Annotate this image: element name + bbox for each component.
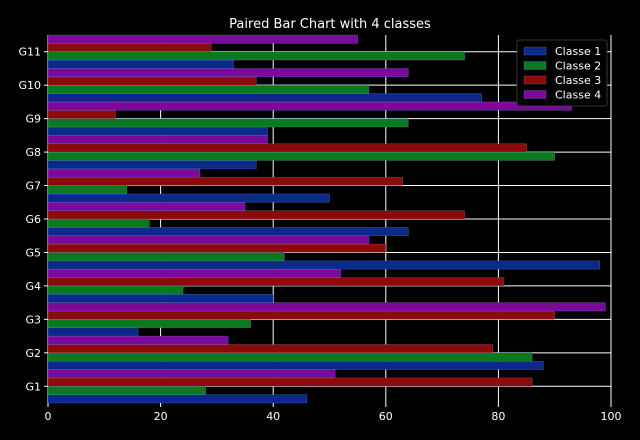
y-tick-label: G5 (25, 246, 41, 259)
legend-swatch (523, 75, 547, 85)
bar-g2-classe-3 (47, 344, 494, 354)
bar-g1-classe-3 (47, 377, 533, 387)
bar-g8-classe-2 (47, 151, 556, 161)
bar-g7-classe-1 (47, 193, 330, 203)
y-tick-label: G7 (25, 180, 41, 193)
bar-g2-classe-2 (47, 352, 533, 362)
bar-g5-classe-2 (47, 252, 285, 262)
bar-g8-classe-3 (47, 143, 527, 153)
legend-label: Classe 1 (555, 45, 601, 58)
y-axis-ticks: G1 G2 G3 G4 G5 G6 G7 G8 G9 G10 G11 (18, 46, 48, 393)
y-tick-label: G1 (25, 380, 41, 393)
y-tick-label: G6 (25, 213, 41, 226)
bar-g8-classe-1 (47, 160, 257, 170)
bar-g3-classe-1 (47, 327, 139, 337)
bar-g11-classe-2 (47, 51, 465, 61)
bars (47, 34, 606, 404)
y-tick-label: G3 (25, 313, 41, 326)
x-tick-label: 80 (491, 410, 505, 423)
bar-g3-classe-4 (47, 302, 606, 312)
bar-g4-classe-3 (47, 277, 505, 287)
legend-swatch (523, 46, 547, 56)
legend-swatch (523, 61, 547, 70)
y-tick-label: G2 (25, 347, 41, 360)
bar-g11-classe-3 (47, 43, 212, 53)
y-tick-label: G11 (18, 46, 41, 59)
bar-g1-classe-4 (47, 369, 336, 379)
bar-g9-classe-3 (47, 109, 116, 119)
bar-g4-classe-1 (47, 293, 274, 303)
bar-g2-classe-4 (47, 335, 229, 345)
bar-g10-classe-3 (47, 76, 257, 86)
bar-g10-classe-2 (47, 84, 370, 94)
bar-g9-classe-4 (47, 101, 572, 111)
bar-g7-classe-3 (47, 176, 403, 186)
bar-g6-classe-1 (47, 227, 409, 237)
bar-g1-classe-1 (47, 394, 308, 404)
x-tick-label: 40 (266, 410, 280, 423)
bar-g7-classe-2 (47, 185, 128, 195)
y-tick-label: G9 (25, 113, 41, 126)
legend-label: Classe 2 (555, 60, 601, 73)
x-tick-label: 100 (601, 410, 622, 423)
bar-g11-classe-1 (47, 59, 235, 69)
bar-g2-classe-1 (47, 360, 544, 370)
x-tick-label: 60 (379, 410, 393, 423)
bar-g10-classe-1 (47, 93, 482, 103)
x-axis-ticks: 0 20 40 60 80 100 (45, 403, 622, 423)
bar-g1-classe-2 (47, 385, 206, 395)
bar-g6-classe-2 (47, 218, 150, 228)
legend-swatch (523, 90, 547, 99)
y-tick-label: G8 (25, 146, 41, 159)
bar-g4-classe-2 (47, 285, 184, 295)
bar-g11-classe-4 (47, 34, 358, 44)
bar-g8-classe-4 (47, 135, 268, 145)
y-tick-label: G4 (25, 280, 41, 293)
bar-g6-classe-4 (47, 201, 246, 211)
bar-g4-classe-4 (47, 268, 342, 278)
bar-g5-classe-1 (47, 260, 601, 270)
bar-g5-classe-3 (47, 243, 387, 253)
bar-g10-classe-4 (47, 68, 409, 78)
x-tick-label: 20 (154, 410, 168, 423)
legend-box (516, 39, 608, 107)
bar-g3-classe-2 (47, 319, 251, 329)
legend-label: Classe 4 (555, 89, 601, 102)
bar-g7-classe-4 (47, 168, 201, 178)
x-tick-label: 0 (45, 410, 52, 423)
bar-g9-classe-2 (47, 118, 409, 128)
bar-g9-classe-1 (47, 126, 268, 136)
legend-label: Classe 3 (555, 74, 601, 87)
bar-g3-classe-3 (47, 310, 556, 320)
bar-g6-classe-3 (47, 210, 465, 220)
bar-g5-classe-4 (47, 235, 370, 245)
chart-title: Paired Bar Chart with 4 classes (229, 17, 431, 32)
y-tick-label: G10 (18, 79, 41, 92)
